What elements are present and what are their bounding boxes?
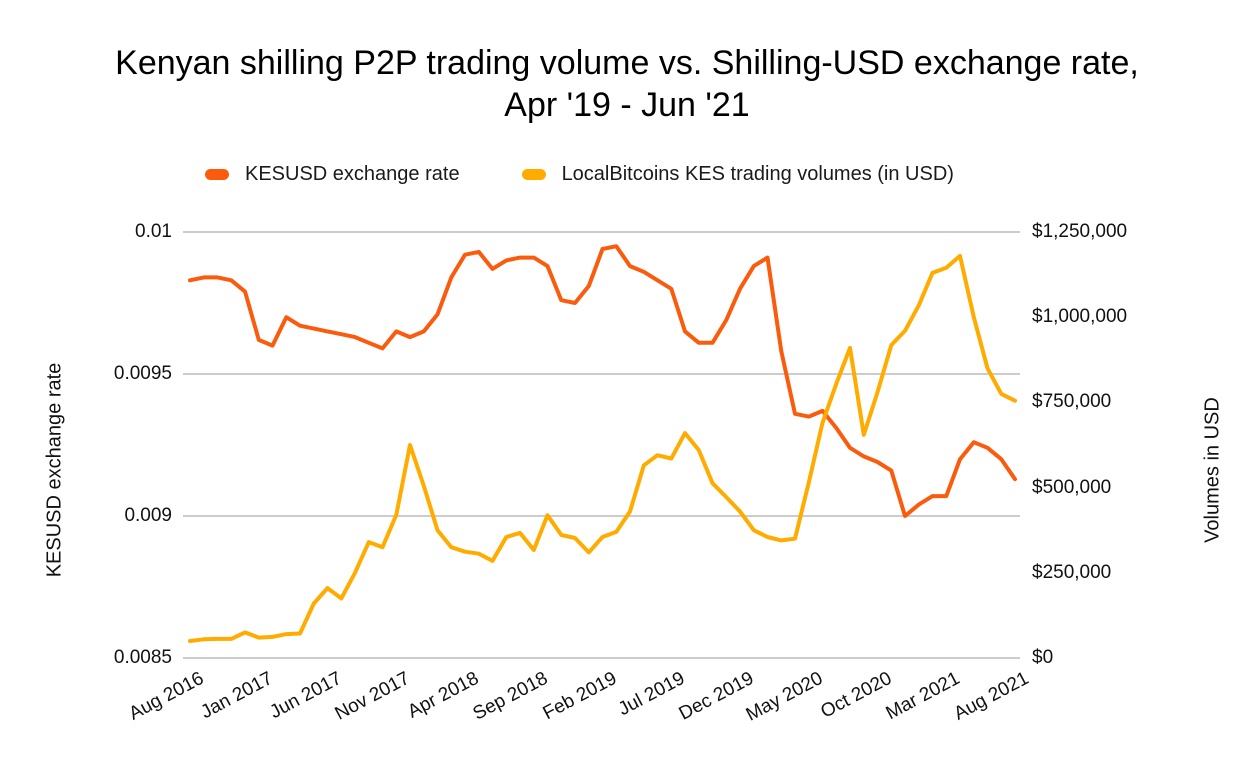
series-line-volumes [188, 253, 1017, 643]
right-axis-title: Volumes in USD [1201, 397, 1224, 543]
y-left-tick-label: 0.0085 [113, 647, 172, 668]
y-right-tick-label: $500,000 [1032, 477, 1112, 498]
legend-swatch-exchange-rate [205, 169, 229, 180]
legend-item-volumes: LocalBitcoins KES trading volumes (in US… [521, 163, 954, 186]
y-left-tick-label: 0.01 [135, 221, 172, 242]
left-axis-title: KESUSD exchange rate [43, 362, 66, 578]
y-right-tick-label: $0 [1032, 647, 1054, 668]
legend-swatch-volumes [521, 169, 546, 180]
chart-title-line1: Kenyan shilling P2P trading volume vs. S… [115, 44, 1139, 82]
series-line-exchange-rate [188, 244, 1017, 518]
chart-title: Kenyan shilling P2P trading volume vs. S… [0, 42, 1254, 126]
legend: KESUSD exchange rate LocalBitcoins KES t… [205, 163, 954, 186]
chart-title-line2: Apr '19 - Jun '21 [504, 86, 750, 124]
y-left-tick-label: 0.009 [124, 505, 172, 526]
y-right-tick-label: $250,000 [1032, 562, 1112, 583]
legend-label-exchange-rate: KESUSD exchange rate [245, 163, 460, 185]
y-right-tick-label: $1,000,000 [1032, 306, 1128, 327]
y-right-tick-label: $1,250,000 [1032, 221, 1128, 242]
legend-item-exchange-rate: KESUSD exchange rate [205, 163, 460, 186]
y-right-tick-label: $750,000 [1032, 391, 1112, 412]
legend-label-volumes: LocalBitcoins KES trading volumes (in US… [561, 163, 954, 185]
y-left-tick-label: 0.0095 [113, 363, 172, 384]
